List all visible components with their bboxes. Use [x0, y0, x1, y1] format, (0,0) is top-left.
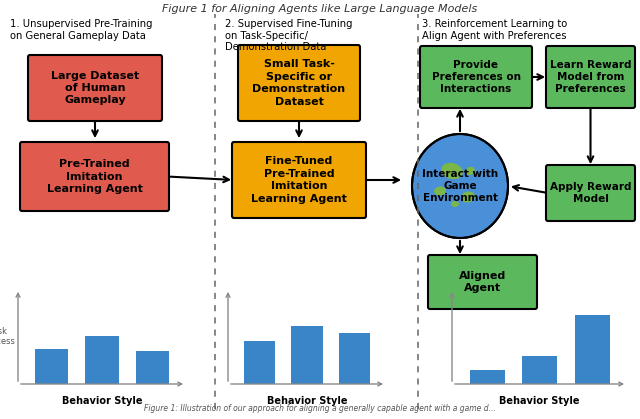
Text: Learn Reward
Model from
Preferences: Learn Reward Model from Preferences — [550, 59, 631, 94]
Text: Apply Reward
Model: Apply Reward Model — [550, 182, 631, 204]
FancyBboxPatch shape — [238, 45, 360, 121]
Text: 2. Supervised Fine-Tuning
on Task-Specific/
Demonstration Data: 2. Supervised Fine-Tuning on Task-Specif… — [225, 19, 353, 52]
Ellipse shape — [461, 191, 475, 202]
Text: Behavior Style: Behavior Style — [267, 396, 348, 406]
Bar — [575, 316, 609, 384]
Text: Figure 1 for Aligning Agents like Large Language Models: Figure 1 for Aligning Agents like Large … — [163, 4, 477, 14]
Ellipse shape — [412, 134, 508, 238]
FancyBboxPatch shape — [428, 255, 537, 309]
Text: Provide
Preferences on
Interactions: Provide Preferences on Interactions — [431, 59, 520, 94]
FancyBboxPatch shape — [20, 142, 169, 211]
Bar — [85, 336, 119, 384]
Text: Interact with
Game
Environment: Interact with Game Environment — [422, 168, 498, 203]
Bar — [244, 341, 275, 384]
Text: Large Dataset
of Human
Gameplay: Large Dataset of Human Gameplay — [51, 70, 139, 106]
FancyBboxPatch shape — [232, 142, 366, 218]
Ellipse shape — [441, 163, 463, 179]
Text: Behavior Style: Behavior Style — [61, 396, 142, 406]
Ellipse shape — [451, 201, 459, 207]
FancyBboxPatch shape — [546, 165, 635, 221]
Text: Task
Success: Task Success — [0, 327, 15, 346]
FancyBboxPatch shape — [420, 46, 532, 108]
Text: Figure 1: Illustration of our approach for aligning a generally capable agent wi: Figure 1: Illustration of our approach f… — [144, 404, 496, 413]
Bar — [291, 326, 323, 384]
Text: Fine-Tuned
Pre-Trained
Imitation
Learning Agent: Fine-Tuned Pre-Trained Imitation Learnin… — [251, 156, 347, 204]
Text: Aligned
Agent: Aligned Agent — [459, 271, 506, 293]
Text: Behavior Style: Behavior Style — [499, 396, 580, 406]
Text: Small Task-
Specific or
Demonstration
Dataset: Small Task- Specific or Demonstration Da… — [252, 59, 346, 106]
FancyBboxPatch shape — [28, 55, 162, 121]
Bar — [339, 334, 370, 384]
Bar — [470, 370, 504, 384]
Bar — [522, 356, 557, 384]
Text: 1. Unsupervised Pre-Training
on General Gameplay Data: 1. Unsupervised Pre-Training on General … — [10, 19, 152, 41]
Text: Pre-Trained
Imitation
Learning Agent: Pre-Trained Imitation Learning Agent — [47, 159, 143, 194]
Bar — [35, 349, 68, 384]
Ellipse shape — [465, 167, 475, 175]
Text: 3. Reinforcement Learning to
Align Agent with Preferences: 3. Reinforcement Learning to Align Agent… — [422, 19, 567, 41]
FancyBboxPatch shape — [546, 46, 635, 108]
Ellipse shape — [434, 186, 446, 196]
Bar — [136, 351, 169, 384]
